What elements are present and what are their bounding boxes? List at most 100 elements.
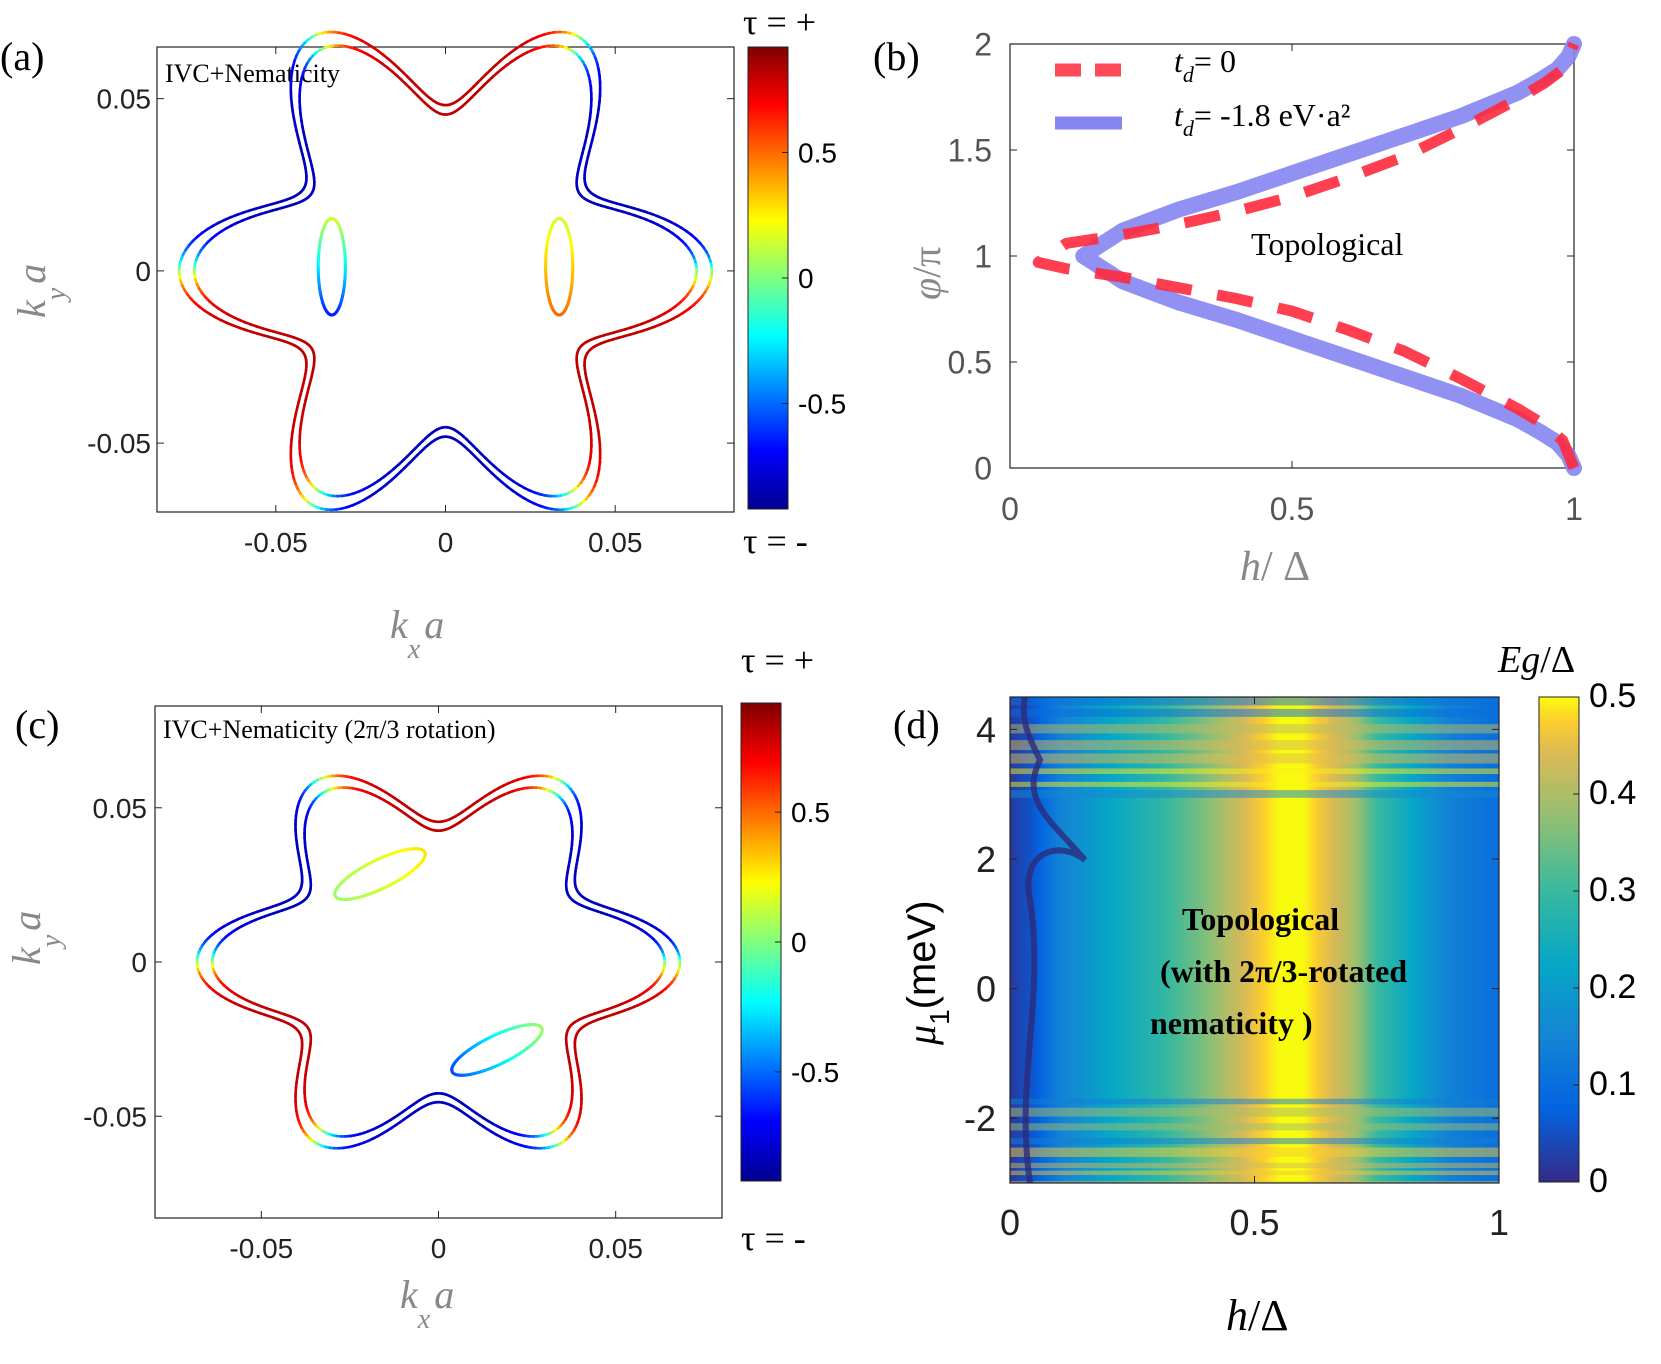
x-label-main-b: h: [1240, 544, 1261, 590]
heatmap-column: [1245, 697, 1250, 1183]
heatmap-noise-band: [1010, 1107, 1499, 1117]
y-label-main-b: φ: [904, 278, 949, 300]
heatmap-column: [1266, 697, 1271, 1183]
x-tick-label-b: 0: [1001, 491, 1019, 527]
heatmap-column: [1263, 697, 1268, 1183]
heatmap-column: [1022, 697, 1027, 1183]
heatmap-column: [1107, 697, 1112, 1183]
heatmap-noise-band: [1010, 1098, 1499, 1105]
heatmap-column: [1376, 697, 1381, 1183]
legend-td0-tail: = 0: [1194, 43, 1236, 79]
heatmap-column: [1349, 697, 1354, 1183]
heatmap-column: [1049, 697, 1054, 1183]
colorbar-tick-label-a: 0: [798, 263, 814, 294]
heatmap-column: [1132, 697, 1137, 1183]
x-tick-label-a: -0.05: [244, 527, 308, 558]
heatmap-column: [1340, 697, 1345, 1183]
heatmap-column: [1492, 697, 1497, 1183]
heatmap-column: [1080, 697, 1085, 1183]
y-tick-label-a: 0: [135, 256, 151, 287]
colorbar-bottom-label-c: τ = -: [741, 1218, 806, 1258]
heatmap-column: [1220, 697, 1225, 1183]
heatmap-column: [1379, 697, 1384, 1183]
heatmap-column: [1324, 697, 1329, 1183]
heatmap-column: [1196, 697, 1201, 1183]
heatmap-column: [1120, 697, 1125, 1183]
heatmap-column: [1285, 697, 1290, 1183]
heatmap-column: [1019, 697, 1024, 1183]
heatmap-column: [1068, 697, 1073, 1183]
heatmap-column: [1343, 697, 1348, 1183]
cb-title-tail-d: /Δ: [1540, 639, 1575, 681]
panel-a: (a) IVC+Nematicity -0.05 0 0.05-0.0500.05 …: [0, 2, 846, 665]
fermi-contours-a: [177, 30, 714, 512]
y-tick-label-b: 1: [974, 239, 992, 275]
x-axis-label-b: h/ Δ: [1240, 544, 1310, 590]
heatmap-column: [1337, 697, 1342, 1183]
heatmap-column: [1040, 697, 1045, 1183]
heatmap-column: [1211, 697, 1216, 1183]
fermi-pocket-segment-c: [384, 884, 391, 889]
heatmap-column: [1486, 697, 1491, 1183]
heatmap-noise-band: [1010, 790, 1499, 798]
heatmap-column: [1153, 697, 1158, 1183]
y-label-sub-c: y: [36, 934, 67, 950]
heatmap-column: [1330, 697, 1335, 1183]
x-label-sub-c: x: [417, 1304, 431, 1335]
colorbar-tick-label-d: 0.3: [1589, 871, 1636, 909]
heatmap-column: [1223, 697, 1228, 1183]
heatmap-column: [1474, 697, 1479, 1183]
x-tick-label-d: 1: [1489, 1202, 1509, 1243]
heatmap-column: [1407, 697, 1412, 1183]
heatmap-column: [1272, 697, 1277, 1183]
y-label-main-a: k: [9, 299, 54, 318]
heatmap-column: [1074, 697, 1079, 1183]
heatmap-column: [1480, 697, 1485, 1183]
x-axis-label-c: kxa: [400, 1272, 454, 1335]
heatmap-column: [1333, 697, 1339, 1183]
y-tick-label-c: -0.05: [83, 1101, 147, 1132]
heatmap-columns-d: [1010, 697, 1499, 1183]
heatmap-column: [1269, 697, 1274, 1183]
heatmap-column: [1401, 697, 1406, 1183]
y-tick-label-b: 1.5: [948, 133, 992, 169]
heatmap-column: [1327, 697, 1332, 1183]
heatmap-noise-band: [1010, 1170, 1499, 1176]
heatmap-noise-band: [1010, 781, 1499, 787]
heatmap-column: [1028, 697, 1033, 1183]
phase-lines-b: [1032, 36, 1582, 476]
heatmap-low-gap-ridge: [1020, 697, 1088, 1183]
heatmap-column: [1404, 697, 1409, 1183]
colorbar-ticks-c: 0.5 0 -0.5: [775, 797, 839, 1088]
heatmap-column: [1251, 697, 1256, 1183]
x-label-main-a: k: [390, 602, 409, 647]
y-axis-label-a: kya: [9, 264, 72, 318]
heatmap-column: [1208, 697, 1213, 1183]
heatmap-column: [1395, 697, 1400, 1183]
x-axis-label-a: kxa: [390, 602, 444, 665]
heatmap-column: [1147, 697, 1152, 1183]
panel-label-c: (c): [15, 702, 59, 747]
plot-title-c: IVC+Nematicity (2π/3 rotation): [163, 715, 496, 744]
heatmap-column: [1150, 697, 1155, 1183]
heatmap-column: [1184, 697, 1189, 1183]
x-axis-label-d: h/Δ: [1226, 1291, 1289, 1340]
heatmap-noise-band: [1010, 1137, 1499, 1145]
heatmap-column: [1098, 697, 1103, 1183]
x-tick-label-c: -0.05: [229, 1233, 293, 1264]
heatmap-column: [1016, 697, 1021, 1183]
heatmap-column: [1236, 697, 1241, 1183]
heatmap-column: [1312, 697, 1317, 1183]
heatmap-column: [1440, 697, 1445, 1183]
y-axis-label-d: μ1(meV): [899, 900, 955, 1046]
heatmap-column: [1135, 697, 1140, 1183]
y-tick-label-d: 0: [976, 969, 996, 1010]
colorbar-tick-label-d: 0.4: [1589, 774, 1636, 812]
heatmap-column: [1129, 697, 1134, 1183]
heatmap-column: [1226, 697, 1232, 1183]
panel-c: (c) IVC+Nematicity (2π/3 rotation) -0.05…: [4, 640, 839, 1335]
colorbar-a: [747, 46, 789, 510]
x-tick-label-c: 0: [431, 1233, 447, 1264]
fermi-contours-c: [195, 774, 682, 1150]
heatmap-column: [1367, 697, 1372, 1183]
